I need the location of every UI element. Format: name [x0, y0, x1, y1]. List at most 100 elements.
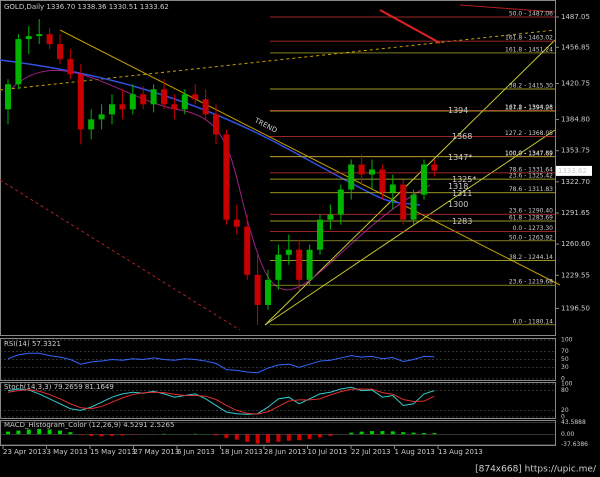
- candle-body: [327, 214, 334, 220]
- candle-body: [400, 184, 407, 220]
- trendline: [0, 179, 241, 331]
- candle-body: [254, 274, 261, 305]
- fib-level-label: 0.0 - 1180.14: [513, 318, 554, 325]
- trendline: [59, 29, 561, 286]
- indicator-line: [7, 386, 435, 415]
- x-tick-label: 23 Apr 2013: [3, 448, 46, 456]
- candle-body: [202, 99, 209, 115]
- candle-body: [5, 84, 11, 110]
- y-tick-label: 0.00: [561, 431, 575, 438]
- macd-label: MACD_Histogram_Color (12,26,9) 4.5291 2.…: [4, 421, 174, 429]
- candle-body: [171, 104, 178, 110]
- indicator-line: [7, 352, 435, 374]
- macd-bar: [47, 429, 52, 435]
- candle-body: [140, 94, 147, 105]
- candle-body: [181, 94, 188, 110]
- price-frame: [0, 0, 556, 336]
- macd-bar: [214, 434, 218, 436]
- candle-body: [369, 169, 375, 175]
- fib-level-label: 38.2 - 1415.30: [509, 82, 553, 89]
- macd-bar: [16, 430, 21, 435]
- x-tick-label: 18 Jun 2013: [221, 448, 263, 456]
- y-tick-label: 1229.55: [561, 271, 590, 279]
- candle-body: [25, 36, 32, 40]
- macd-bar: [234, 434, 239, 440]
- fib-level-label: 100.0 - 1347.89: [505, 150, 553, 157]
- x-tick-label: 15 May 2013: [90, 448, 136, 456]
- macd-bar: [162, 433, 166, 435]
- candle-body: [358, 164, 365, 175]
- fib-level-label: 161.8 - 1394.03: [505, 104, 553, 111]
- macd-bar: [89, 434, 94, 436]
- trendline: [379, 9, 441, 44]
- candle-body: [192, 94, 199, 100]
- macd-bar: [318, 434, 322, 438]
- fib-level-label: 161.8 - 1451.24: [505, 46, 553, 53]
- fib-level-label: 23.6 - 1290.40: [509, 208, 553, 215]
- fib-level-label: 23.6 - 1219.68: [509, 279, 553, 286]
- macd-bar: [6, 431, 10, 435]
- candle-body: [379, 169, 386, 193]
- macd-bar: [432, 433, 437, 435]
- candle-body: [431, 164, 438, 171]
- y-tick-label: 100: [561, 337, 573, 344]
- candle-body: [46, 34, 53, 45]
- y-tick-label: 1353.75: [561, 147, 590, 155]
- target-label: 1394: [448, 106, 468, 115]
- candle-body: [410, 194, 417, 220]
- target-label: 1283: [452, 217, 472, 226]
- macd-bar: [224, 434, 229, 439]
- candle-body: [77, 74, 84, 130]
- candle-body: [223, 134, 230, 220]
- rsi-label: RSI(14) 57.3321: [4, 340, 61, 348]
- macd-bar: [370, 431, 374, 435]
- macd-bar: [401, 432, 406, 435]
- fib-level-label: 61.8 - 1283.69: [509, 214, 553, 221]
- fib-level-label: 78.6 - 1331.64: [509, 166, 553, 173]
- macd-bar: [266, 434, 270, 443]
- y-tick-label: 1196.50: [561, 304, 590, 312]
- fib-level-label: 100.0 - 1347.69: [505, 150, 553, 157]
- candle-body: [317, 219, 323, 250]
- x-tick-label: 22 Jul 2013: [351, 448, 391, 456]
- candle-body: [129, 94, 136, 110]
- macd-bar: [297, 434, 302, 441]
- x-tick-label: 27 May 2013: [134, 448, 180, 456]
- candle-body: [36, 34, 43, 37]
- y-tick-label: 70: [561, 348, 569, 355]
- trendline: [459, 4, 556, 13]
- fib-level-label: 50.0 - 1487.06: [509, 10, 553, 17]
- macd-bar: [307, 434, 312, 440]
- candle-body: [337, 189, 344, 215]
- candle-body: [109, 104, 115, 115]
- candle-body: [306, 249, 313, 280]
- candle-body: [15, 39, 22, 85]
- stoch-frame: [0, 382, 556, 419]
- macd-bar: [78, 434, 83, 435]
- x-tick-label: 10 Jul 2013: [308, 448, 348, 456]
- x-tick-label: 3 May 2013: [47, 448, 88, 456]
- target-label: 1318: [448, 182, 468, 191]
- candle-body: [67, 59, 74, 75]
- macd-frame: [0, 420, 556, 446]
- fib-level-label: 0.0 - 1273.30: [513, 225, 554, 232]
- y-tick-label: 1487.05: [561, 13, 590, 21]
- y-tick-label: 1291.65: [561, 209, 590, 217]
- macd-bar: [130, 434, 135, 435]
- y-tick-label: 1420.75: [561, 79, 590, 87]
- candle-body: [348, 164, 355, 190]
- candle-body: [161, 89, 167, 105]
- target-label: 1311: [452, 189, 472, 198]
- candle-body: [88, 119, 95, 130]
- y-tick-label: 1456.85: [561, 43, 590, 51]
- y-tick-label: 20: [561, 407, 569, 414]
- macd-bar: [255, 434, 260, 444]
- macd-bar: [110, 434, 114, 436]
- macd-bar: [37, 428, 42, 435]
- macd-bar: [245, 434, 250, 442]
- y-tick-label: 1384.80: [561, 116, 590, 124]
- candle-body: [98, 114, 105, 120]
- target-label: 1325*: [452, 175, 476, 184]
